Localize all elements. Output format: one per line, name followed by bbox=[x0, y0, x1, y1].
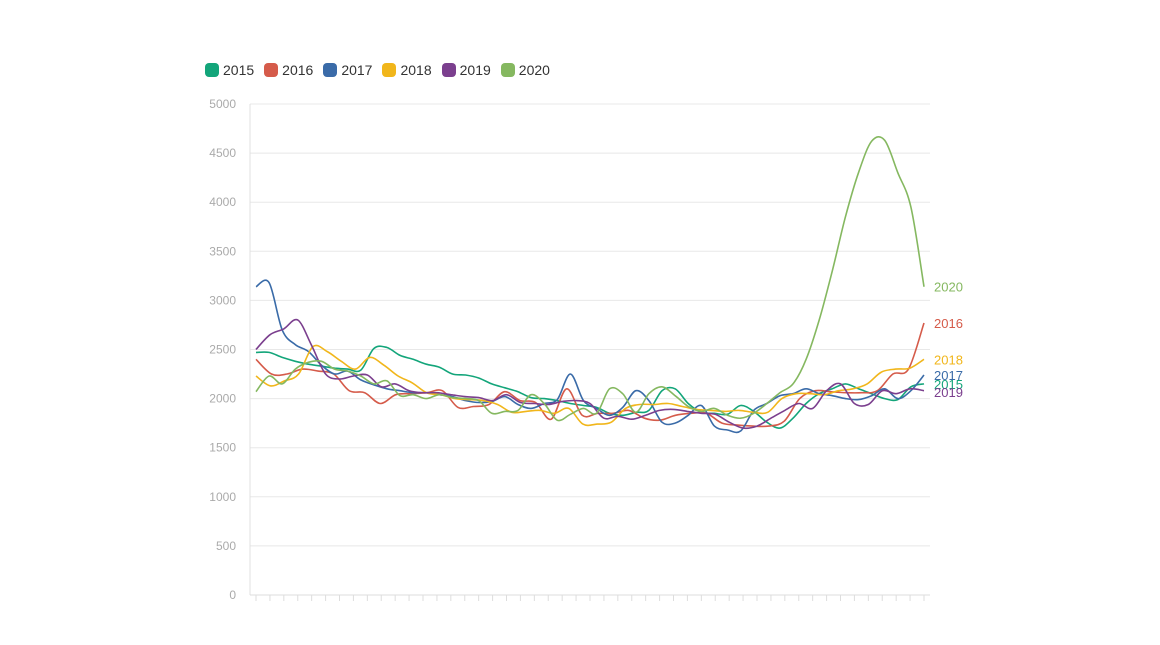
legend-label: 2017 bbox=[341, 62, 373, 78]
x-axis bbox=[250, 594, 930, 601]
y-tick-label: 500 bbox=[216, 539, 236, 553]
y-tick-label: 0 bbox=[229, 588, 236, 602]
y-tick-label: 2500 bbox=[209, 343, 236, 357]
legend-item-2017[interactable]: 2017 bbox=[323, 62, 372, 78]
y-tick-label: 4500 bbox=[209, 146, 236, 160]
end-label-2017: 2017 bbox=[934, 368, 963, 383]
legend-label: 2020 bbox=[518, 62, 550, 78]
series-line-2020[interactable] bbox=[255, 136, 925, 422]
legend-swatch bbox=[500, 63, 515, 77]
y-tick-label: 3500 bbox=[209, 244, 236, 258]
series-line-2019[interactable] bbox=[255, 318, 925, 430]
series-lines bbox=[255, 136, 925, 434]
end-label-2016: 2016 bbox=[934, 316, 963, 331]
legend-item-2019[interactable]: 2019 bbox=[441, 62, 491, 78]
legend-swatch bbox=[205, 63, 219, 77]
y-tick-label: 4000 bbox=[209, 195, 236, 209]
grid-lines bbox=[250, 103, 930, 596]
y-tick-label: 1000 bbox=[209, 490, 236, 504]
end-label-2020: 2020 bbox=[934, 280, 963, 295]
legend-item-2015[interactable]: 2015 bbox=[205, 62, 254, 78]
chart-legend: 2015 2016 2017 2018 2019 2020 bbox=[205, 60, 550, 80]
y-tick-label: 2000 bbox=[209, 392, 236, 406]
legend-swatch bbox=[323, 63, 338, 77]
legend-swatch bbox=[382, 63, 397, 77]
series-line-2018[interactable] bbox=[255, 344, 925, 427]
end-label-2019: 2019 bbox=[934, 385, 963, 400]
end-label-2015: 2015 bbox=[934, 377, 963, 392]
legend-item-2018[interactable]: 2018 bbox=[382, 62, 432, 78]
y-axis: 0 500 1000 1500 2000 2500 3000 3500 4000 4500 5000 bbox=[209, 97, 251, 602]
series-line-2017[interactable] bbox=[255, 279, 925, 434]
legend-label: 2015 bbox=[223, 62, 255, 78]
legend-item-2016[interactable]: 2016 bbox=[264, 62, 313, 78]
y-tick-label: 5000 bbox=[209, 97, 236, 111]
y-tick-label: 3000 bbox=[209, 293, 236, 307]
legend-swatch bbox=[441, 63, 456, 77]
legend-swatch bbox=[264, 63, 279, 77]
legend-label: 2016 bbox=[282, 62, 314, 78]
y-tick-label: 1500 bbox=[209, 441, 236, 455]
end-label-2018: 2018 bbox=[934, 352, 963, 367]
legend-label: 2018 bbox=[400, 62, 432, 78]
legend-item-2020[interactable]: 2020 bbox=[500, 62, 550, 78]
legend-label: 2019 bbox=[459, 62, 491, 78]
